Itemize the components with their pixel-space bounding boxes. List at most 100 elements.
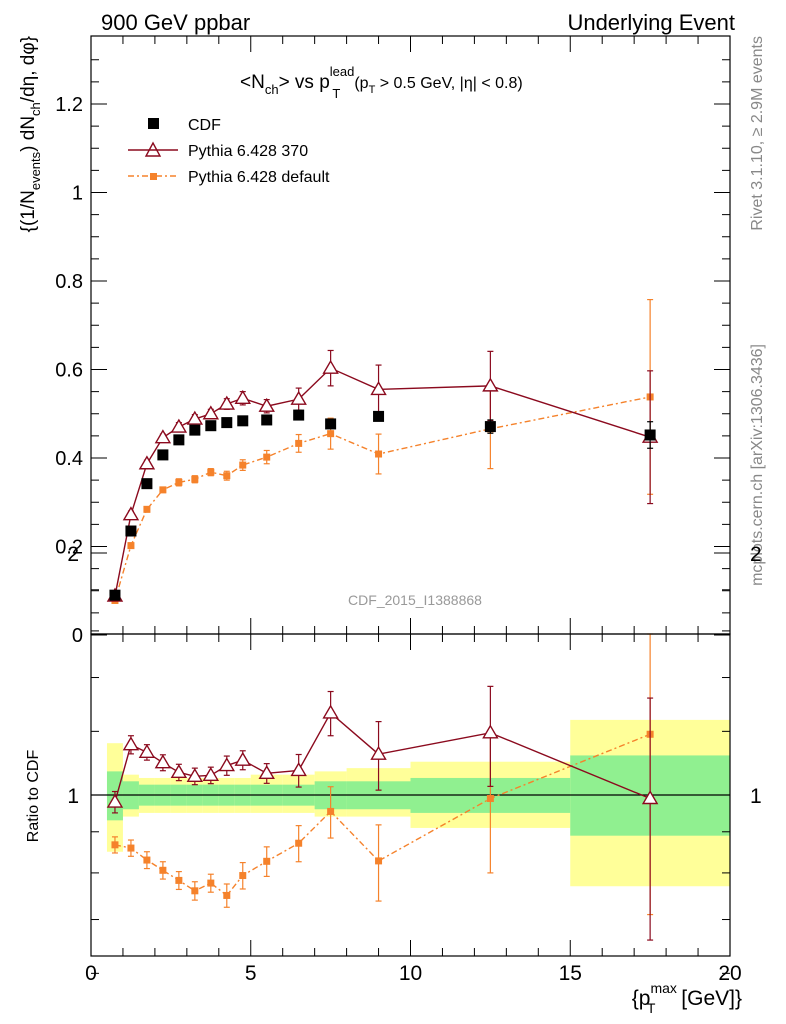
ratio-point-pythia-370 — [138, 743, 156, 759]
ratio-point-pythia-default — [111, 841, 119, 849]
data-point-pythia-default — [223, 472, 231, 480]
legend-label-pythia-default: Pythia 6.428 default — [188, 169, 330, 186]
data-point-cdf — [237, 415, 249, 427]
data-point-pythia-370 — [202, 405, 220, 420]
main-ytick-label: 0.4 — [55, 448, 83, 470]
data-point-pythia-default — [295, 439, 303, 447]
data-point-pythia-370 — [258, 397, 275, 412]
ratio-ytick-label: 1 — [67, 785, 79, 808]
legend: CDF Pythia 6.428 370 Pythia 6.428 defaul… — [128, 117, 330, 186]
data-point-pythia-default — [239, 461, 247, 469]
main-frame — [90, 35, 731, 635]
ratio-point-pythia-370 — [186, 767, 204, 783]
xtick-label: 20 — [718, 962, 741, 985]
data-point-cdf — [109, 589, 121, 601]
data-point-cdf — [484, 421, 496, 433]
main-ytick-label: 1.2 — [55, 94, 83, 116]
data-point-cdf — [325, 418, 337, 430]
ratio-ytick-label-right: 1 — [750, 785, 762, 808]
main-axis-ticks: 0 0.2 0.4 0.6 0.8 1 1.2 — [55, 36, 731, 647]
ratio-point-pythia-370 — [234, 751, 251, 766]
ratio-point-pythia-default — [191, 887, 199, 895]
ratio-point-pythia-370 — [218, 757, 236, 772]
data-point-cdf — [293, 409, 305, 421]
main-ytick-label: 0 — [72, 625, 83, 647]
main-ylabel: {(1/Nevents) dNch/dη, dφ} — [18, 36, 43, 232]
legend-label-pythia-370: Pythia 6.428 370 — [188, 143, 308, 160]
ratio-point-pythia-default — [327, 807, 335, 815]
data-point-pythia-370 — [370, 381, 387, 396]
data-point-cdf — [205, 420, 217, 432]
data-point-cdf — [141, 478, 153, 490]
main-ytick-label: 0.8 — [55, 271, 83, 293]
data-point-pythia-370 — [122, 506, 140, 521]
data-point-cdf — [373, 410, 385, 422]
ratio-point-pythia-370 — [154, 754, 172, 769]
mcplots-label: mcplots.cern.ch [arXiv:1306.3436] — [749, 344, 766, 586]
data-point-cdf — [173, 434, 185, 446]
ratio-point-pythia-370 — [482, 724, 499, 739]
xtick-label: 5 — [245, 962, 257, 985]
data-point-pythia-370 — [170, 418, 188, 433]
data-point-pythia-default — [175, 478, 183, 486]
data-point-cdf — [125, 525, 137, 537]
xtick-label: 15 — [559, 962, 582, 985]
data-point-cdf — [261, 414, 273, 426]
data-point-pythia-370 — [482, 377, 499, 392]
ratio-point-pythia-default — [143, 856, 151, 864]
data-point-pythia-370 — [234, 389, 251, 404]
header-left: 900 GeV ppbar — [101, 10, 250, 35]
main-ytick-label: 0.6 — [55, 360, 83, 382]
xtick-label: 0 — [85, 962, 97, 985]
data-point-pythia-370 — [154, 429, 172, 444]
series-line-pythia-default — [114, 396, 651, 601]
data-point-pythia-default — [327, 430, 335, 438]
data-point-pythia-default — [127, 542, 135, 550]
ratio-ytick-label-right: 2 — [750, 543, 762, 566]
data-point-pythia-370 — [218, 395, 236, 410]
ratio-point-pythia-default — [295, 839, 303, 847]
main-title: <Nch> vs plead T(pT > 0.5 GeV, |η| < 0.8) — [240, 64, 523, 101]
ratio-point-pythia-370 — [170, 763, 188, 779]
ratio-point-pythia-default — [207, 879, 215, 887]
ratio-ylabel: Ratio to CDF — [25, 750, 42, 843]
main-panel: 0 0.2 0.4 0.6 0.8 1 1.2 <Nch> vs plead T(pT > 0… — [18, 35, 731, 647]
ratio-point-pythia-default — [223, 891, 231, 899]
ratio-xlabel: {pmax T [GeV]} — [632, 980, 742, 1016]
data-point-pythia-370 — [290, 390, 307, 405]
main-ytick-label: 0.2 — [55, 537, 83, 559]
ratio-point-pythia-370 — [290, 762, 307, 777]
ratio-point-pythia-370 — [202, 766, 220, 782]
legend-marker-pythia-default — [150, 173, 157, 180]
ratio-point-pythia-370 — [258, 764, 275, 780]
legend-marker-pythia-370 — [144, 141, 162, 157]
ratio-point-pythia-default — [127, 844, 135, 852]
data-point-pythia-default — [159, 486, 167, 494]
ratio-point-pythia-default — [175, 876, 183, 884]
ratio-point-pythia-default — [263, 857, 271, 865]
data-point-cdf — [644, 429, 656, 441]
rivet-label: Rivet 3.1.10, ≥ 2.9M events — [749, 36, 766, 231]
ratio-point-pythia-370 — [322, 704, 339, 719]
ratio-point-pythia-default — [239, 872, 247, 880]
data-point-cdf — [189, 424, 201, 436]
ratio-point-pythia-default — [486, 795, 494, 803]
data-point-pythia-370 — [138, 455, 156, 470]
data-point-pythia-370 — [186, 410, 204, 425]
ratio-band-layer — [106, 719, 730, 887]
ratio-point-pythia-370 — [106, 793, 124, 808]
legend-label-cdf: CDF — [188, 117, 221, 134]
data-point-pythia-default — [191, 475, 199, 483]
ratio-axis-ticks: 0.50.5112205101520 — [67, 543, 762, 985]
data-point-pythia-default — [375, 450, 383, 458]
analysis-label: CDF_2015_I1388868 — [348, 592, 482, 608]
ratio-point-pythia-370 — [370, 745, 387, 760]
data-point-pythia-default — [263, 453, 271, 461]
legend-marker-cdf — [148, 118, 159, 129]
data-point-cdf — [157, 449, 169, 461]
data-point-pythia-default — [143, 505, 151, 513]
main-series-layer — [106, 298, 659, 604]
header-right: Underlying Event — [567, 10, 735, 35]
